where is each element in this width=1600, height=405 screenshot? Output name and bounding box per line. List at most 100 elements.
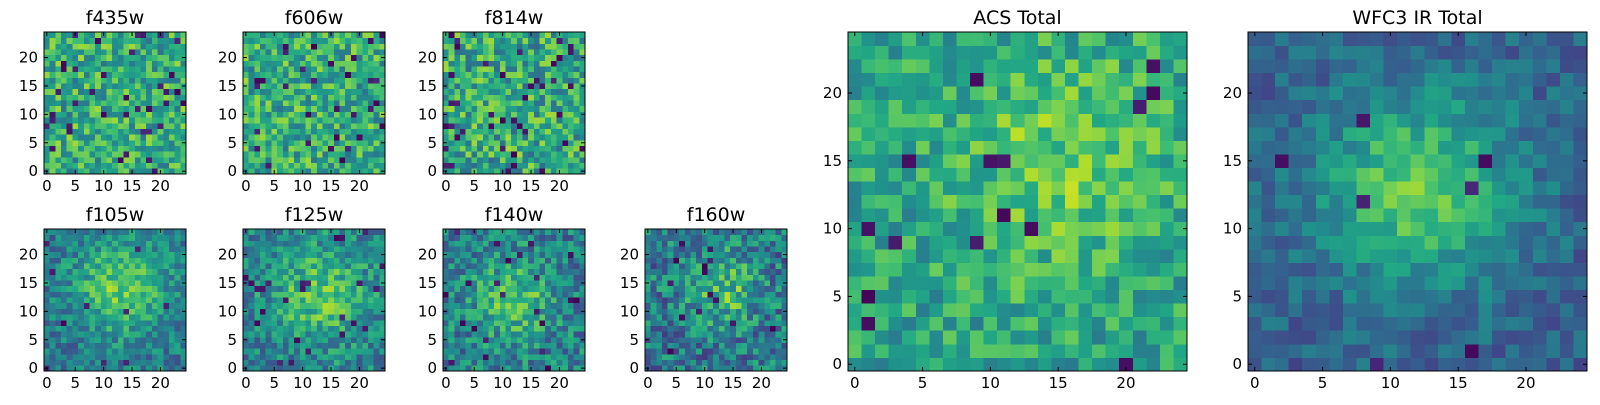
heatmap-cell	[568, 354, 574, 360]
heatmap-cell	[340, 348, 346, 354]
heatmap-cell	[118, 123, 124, 129]
heatmap-cell	[374, 274, 380, 280]
heatmap-cell	[875, 317, 889, 331]
heatmap-cell	[929, 330, 943, 344]
panel-title: f125w	[285, 204, 344, 226]
heatmap-cell	[163, 314, 169, 320]
heatmap-cell	[169, 286, 175, 292]
heatmap-cell	[243, 343, 249, 349]
heatmap-cell	[340, 235, 346, 241]
heatmap-cell	[72, 83, 78, 89]
heatmap-cell	[379, 151, 385, 157]
heatmap-cell	[443, 348, 449, 354]
heatmap-cell	[323, 77, 329, 83]
heatmap-cell	[169, 129, 175, 135]
heatmap-cell	[271, 151, 277, 157]
heatmap-cell	[141, 43, 147, 49]
heatmap-cell	[494, 320, 500, 326]
heatmap-cell	[505, 100, 511, 106]
heatmap-cell	[317, 252, 323, 258]
heatmap-cell	[362, 83, 368, 89]
heatmap-cell	[540, 309, 546, 315]
heatmap-cell	[135, 129, 141, 135]
heatmap-cell	[72, 297, 78, 303]
heatmap-cell	[742, 354, 748, 360]
heatmap-cell	[158, 134, 164, 140]
heatmap-cell	[1133, 317, 1147, 331]
heatmap-cell	[540, 49, 546, 55]
heatmap-cell	[545, 297, 551, 303]
heatmap-cell	[260, 297, 266, 303]
heatmap-cell	[662, 269, 668, 275]
heatmap-cell	[460, 257, 466, 263]
heatmap-cell	[277, 43, 283, 49]
heatmap-cell	[545, 309, 551, 315]
heatmap-cell	[781, 263, 787, 269]
heatmap-cell	[50, 100, 56, 106]
heatmap-cell	[781, 257, 787, 263]
heatmap-cell	[328, 269, 334, 275]
heatmap-cell	[568, 286, 574, 292]
heatmap-cell	[61, 257, 67, 263]
heatmap-cell	[129, 60, 135, 66]
heatmap-cell	[477, 229, 483, 235]
heatmap-cell	[78, 38, 84, 44]
heatmap-cell	[679, 314, 685, 320]
heatmap-cell	[528, 83, 534, 89]
heatmap-cell	[862, 303, 876, 317]
heatmap-cell	[1119, 222, 1133, 236]
heatmap-cell	[488, 280, 494, 286]
heatmap-cell	[135, 320, 141, 326]
heatmap-cell	[747, 303, 753, 309]
heatmap-cell	[311, 32, 317, 38]
heatmap-cell	[50, 123, 56, 129]
heatmap-cell	[685, 348, 691, 354]
heatmap-cell	[334, 337, 340, 343]
heatmap-cell	[517, 229, 523, 235]
heatmap-cell	[557, 246, 563, 252]
heatmap-cell	[84, 60, 90, 66]
heatmap-cell	[545, 129, 551, 135]
heatmap-cell	[545, 348, 551, 354]
heatmap-cell	[169, 117, 175, 123]
heatmap-cell	[112, 117, 118, 123]
heatmap-cell	[50, 72, 56, 78]
heatmap-cell	[500, 309, 506, 315]
heatmap-cell	[707, 297, 713, 303]
heatmap-cell	[95, 117, 101, 123]
heatmap-cell	[781, 343, 787, 349]
heatmap-cell	[305, 66, 311, 72]
heatmap-cell	[673, 240, 679, 246]
heatmap-cell	[345, 280, 351, 286]
heatmap-cell	[124, 157, 130, 163]
heatmap-cell	[249, 291, 255, 297]
heatmap-cell	[323, 94, 329, 100]
heatmap-cell	[345, 77, 351, 83]
heatmap-cell	[668, 246, 674, 252]
heatmap-cell	[574, 297, 580, 303]
heatmap-cell	[454, 291, 460, 297]
heatmap-cell	[124, 246, 130, 252]
heatmap-cell	[55, 32, 61, 38]
heatmap-cell	[362, 326, 368, 332]
heatmap-cell	[340, 55, 346, 61]
heatmap-cell	[67, 123, 73, 129]
x-tick-label: 0	[42, 374, 52, 392]
heatmap-cell	[483, 112, 489, 118]
heatmap-cell	[106, 32, 112, 38]
heatmap-cell	[574, 72, 580, 78]
heatmap-cell	[249, 331, 255, 337]
heatmap-cell	[169, 38, 175, 44]
heatmap-cell	[551, 100, 557, 106]
heatmap-cell	[540, 252, 546, 258]
heatmap-cell	[685, 240, 691, 246]
heatmap-cell	[283, 343, 289, 349]
heatmap-cell	[557, 49, 563, 55]
heatmap-cell	[101, 309, 107, 315]
heatmap-cell	[1011, 195, 1025, 209]
heatmap-cell	[288, 129, 294, 135]
heatmap-cell	[673, 337, 679, 343]
heatmap-cell	[146, 297, 152, 303]
heatmap-cell	[511, 157, 517, 163]
heatmap-cell	[764, 303, 770, 309]
